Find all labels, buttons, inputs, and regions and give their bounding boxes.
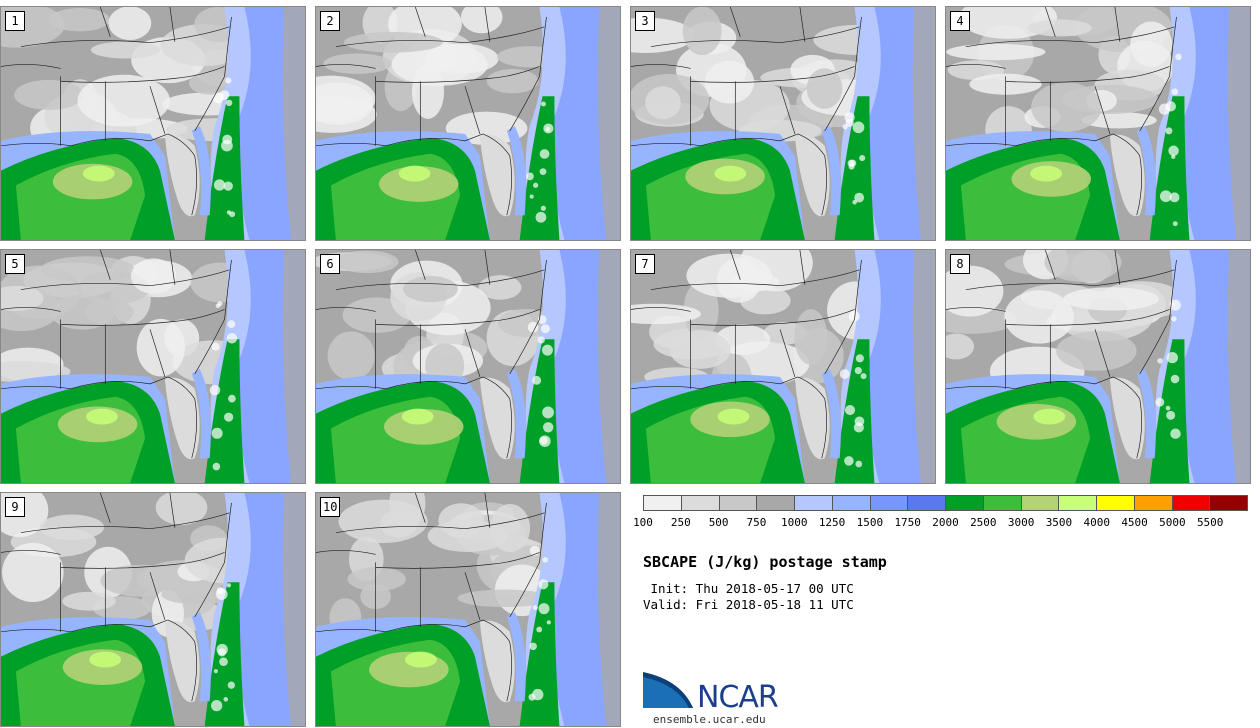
colorbar-swatch bbox=[1134, 496, 1173, 510]
sbcape-map bbox=[1, 250, 305, 483]
ensemble-member-panel-6: 6 bbox=[315, 249, 621, 484]
ensemble-member-panel-8: 8 bbox=[945, 249, 1251, 484]
colorbar-swatch bbox=[946, 496, 984, 510]
colorbar-label: 100 bbox=[633, 516, 653, 529]
ensemble-member-panel-10: 10 bbox=[315, 492, 621, 727]
colorbar-swatch bbox=[832, 496, 871, 510]
colorbar-label: 500 bbox=[708, 516, 729, 529]
colorbar-label: 1750 bbox=[894, 516, 921, 529]
colorbar-swatch bbox=[1059, 496, 1097, 510]
ensemble-member-panel-3: 3 bbox=[630, 6, 936, 241]
colorbar-swatch bbox=[983, 496, 1022, 510]
sbcape-map bbox=[631, 7, 935, 240]
sbcape-map bbox=[1, 7, 305, 240]
panel-number: 5 bbox=[5, 254, 25, 274]
panel-number: 6 bbox=[320, 254, 340, 274]
colorbar-swatch bbox=[1021, 496, 1060, 510]
colorbar-label: 3500 bbox=[1045, 516, 1073, 529]
init-time: Init: Thu 2018-05-17 00 UTC bbox=[643, 581, 854, 596]
panel-number: 8 bbox=[950, 254, 970, 274]
ensemble-url: ensemble.ucar.edu bbox=[653, 713, 766, 726]
sbcape-map bbox=[631, 250, 935, 483]
ensemble-member-panel-1: 1 bbox=[0, 6, 306, 241]
ensemble-member-panel-9: 9 bbox=[0, 492, 306, 727]
sbcape-map bbox=[316, 7, 620, 240]
sbcape-map bbox=[316, 250, 620, 483]
colorbar-swatch bbox=[681, 496, 720, 510]
colorbar-swatch bbox=[1097, 496, 1135, 510]
sbcape-map bbox=[1, 493, 305, 726]
colorbar-label: 5000 bbox=[1159, 516, 1186, 529]
colorbar-label: 1000 bbox=[781, 516, 808, 529]
plot-title: SBCAPE (J/kg) postage stamp bbox=[643, 553, 887, 571]
colorbar-label: 250 bbox=[670, 516, 691, 529]
sbcape-map bbox=[316, 493, 620, 726]
colorbar-label: 1250 bbox=[818, 516, 846, 529]
ncar-logo-text: NCAR bbox=[697, 680, 779, 715]
valid-time: Valid: Fri 2018-05-18 11 UTC bbox=[643, 597, 854, 612]
colorbar-label: 5500 bbox=[1196, 516, 1224, 529]
colorbar-label: 2000 bbox=[932, 516, 959, 529]
ensemble-member-panel-4: 4 bbox=[945, 6, 1251, 241]
cape-colorbar bbox=[643, 495, 1248, 511]
colorbar-labels: 100 250 500 750 1000 1250 1500 1750 2000 2500 3000… bbox=[633, 516, 1253, 530]
colorbar-swatch bbox=[908, 496, 946, 510]
colorbar-label: 1500 bbox=[856, 516, 884, 529]
colorbar-swatch bbox=[1172, 496, 1211, 510]
ensemble-member-panel-2: 2 bbox=[315, 6, 621, 241]
colorbar-swatch bbox=[644, 496, 682, 510]
colorbar-label: 3000 bbox=[1007, 516, 1035, 529]
sbcape-map bbox=[946, 250, 1250, 483]
panel-number: 1 bbox=[5, 11, 25, 31]
panel-number: 3 bbox=[635, 11, 655, 31]
panel-number: 10 bbox=[320, 497, 341, 517]
colorbar-label: 750 bbox=[746, 516, 767, 529]
ensemble-member-panel-5: 5 bbox=[0, 249, 306, 484]
colorbar-swatch bbox=[757, 496, 795, 510]
colorbar-swatch bbox=[795, 496, 833, 510]
panel-number: 9 bbox=[5, 497, 25, 517]
colorbar-label: 4500 bbox=[1121, 516, 1148, 529]
panel-number: 7 bbox=[635, 254, 655, 274]
panel-number: 4 bbox=[950, 11, 970, 31]
colorbar-label: 2500 bbox=[970, 516, 997, 529]
panel-number: 2 bbox=[320, 11, 340, 31]
sbcape-map bbox=[946, 7, 1250, 240]
ensemble-member-panel-7: 7 bbox=[630, 249, 936, 484]
colorbar-label: 4000 bbox=[1083, 516, 1111, 529]
colorbar-swatch bbox=[719, 496, 758, 510]
colorbar-swatch bbox=[1210, 496, 1247, 510]
colorbar-swatch bbox=[870, 496, 909, 510]
ncar-logo-icon bbox=[643, 672, 693, 708]
